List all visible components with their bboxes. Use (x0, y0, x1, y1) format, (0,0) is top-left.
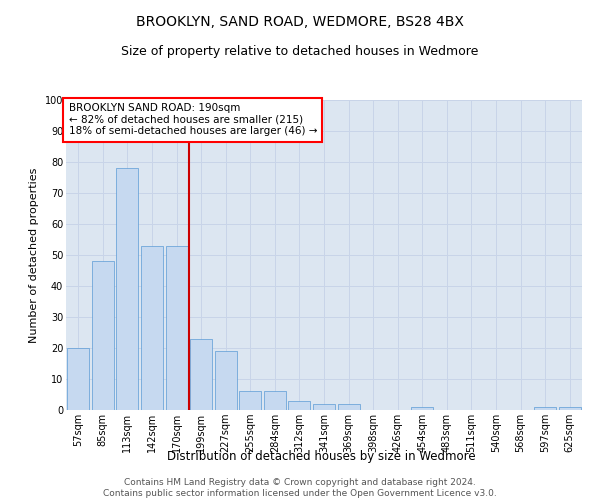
Bar (190, 338, 212, 410)
Bar (92, 261, 114, 410)
Bar (141, 246, 163, 410)
Bar (559, 407, 581, 410)
Bar (215, 351, 237, 410)
Y-axis label: Number of detached properties: Number of detached properties (29, 168, 39, 342)
Text: BROOKLYN, SAND ROAD, WEDMORE, BS28 4BX: BROOKLYN, SAND ROAD, WEDMORE, BS28 4BX (136, 15, 464, 29)
Text: Distribution of detached houses by size in Wedmore: Distribution of detached houses by size … (167, 450, 475, 463)
Bar (534, 407, 556, 410)
Bar (411, 407, 433, 410)
Text: BROOKLYN SAND ROAD: 190sqm
← 82% of detached houses are smaller (215)
18% of sem: BROOKLYN SAND ROAD: 190sqm ← 82% of deta… (68, 103, 317, 136)
Bar (338, 404, 359, 410)
Text: Contains HM Land Registry data © Crown copyright and database right 2024.
Contai: Contains HM Land Registry data © Crown c… (103, 478, 497, 498)
Bar (289, 400, 310, 410)
Bar (166, 246, 188, 410)
Bar (313, 404, 335, 410)
Text: Size of property relative to detached houses in Wedmore: Size of property relative to detached ho… (121, 45, 479, 58)
Bar (67, 348, 89, 410)
Bar (264, 392, 286, 410)
Bar (116, 168, 139, 410)
Bar (239, 392, 262, 410)
